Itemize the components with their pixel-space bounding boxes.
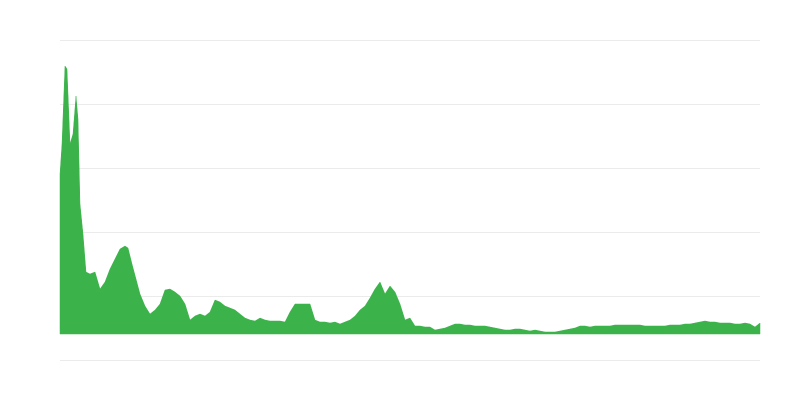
area	[59, 65, 761, 335]
